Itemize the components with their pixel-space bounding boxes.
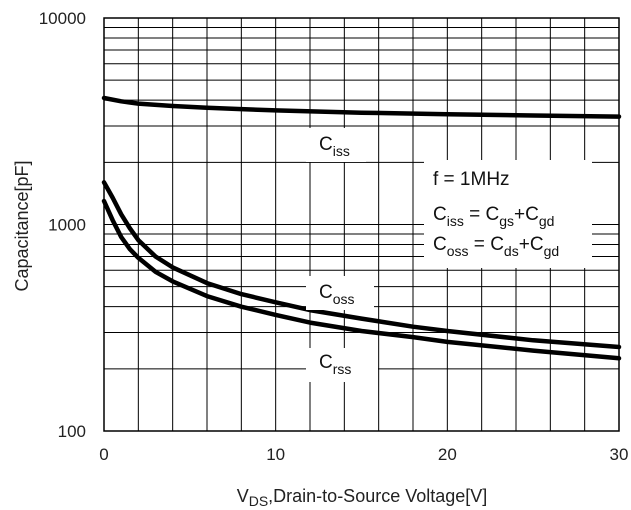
x-tick-labels: 0 10 20 30 bbox=[99, 445, 628, 464]
y-tick-labels: 100 1000 10000 bbox=[39, 9, 86, 441]
x-tick-label: 10 bbox=[266, 445, 285, 464]
coss-label-sub: oss bbox=[333, 291, 355, 307]
y-tick-label: 100 bbox=[58, 422, 86, 441]
crss-label-sub: rss bbox=[333, 361, 352, 377]
y-tick-label: 1000 bbox=[48, 216, 86, 235]
annotation-box: f = 1MHz Ciss = Cgs+Cgd Coss = Cds+Cgd bbox=[424, 160, 592, 268]
series-label-crss: Crss bbox=[306, 348, 378, 382]
x-tick-label: 30 bbox=[610, 445, 629, 464]
y-tick-label: 10000 bbox=[39, 9, 86, 28]
coss-label-main: C bbox=[319, 282, 333, 303]
annotation-freq: f = 1MHz bbox=[433, 169, 510, 190]
crss-label-main: C bbox=[319, 352, 333, 373]
y-axis-label: Capacitance[pF] bbox=[12, 160, 32, 291]
series-line-ciss bbox=[104, 98, 619, 117]
x-tick-label: 20 bbox=[438, 445, 457, 464]
x-tick-label: 0 bbox=[99, 445, 108, 464]
ciss-label-main: C bbox=[319, 134, 333, 155]
x-axis-label: VDS,Drain-to-Source Voltage[V] bbox=[237, 486, 488, 509]
series-label-ciss: Ciss bbox=[306, 128, 366, 162]
ciss-label-sub: iss bbox=[333, 143, 350, 159]
series-label-coss: Coss bbox=[306, 276, 374, 310]
